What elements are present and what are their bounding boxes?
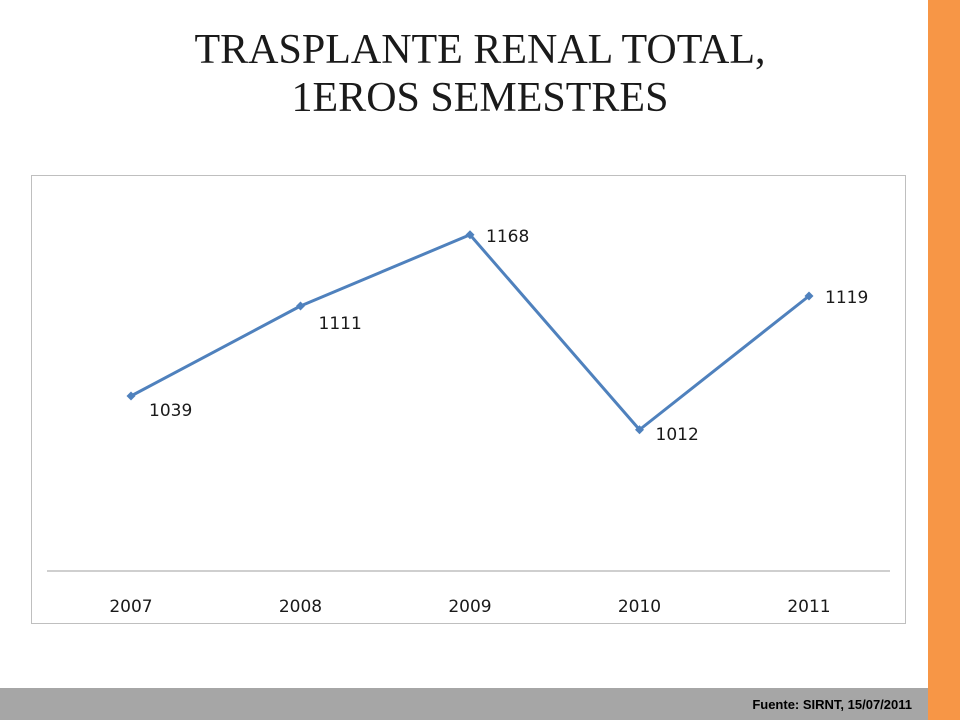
data-point-marker (465, 230, 475, 240)
data-label: 1012 (656, 425, 699, 445)
data-point-marker (296, 301, 305, 311)
data-point-marker (635, 425, 644, 435)
x-tick-label: 2009 (448, 597, 491, 617)
source-note: Fuente: SIRNT, 15/07/2011 (752, 697, 912, 712)
line-chart: 1039 2007 1111 2008 1168 2009 1012 2010 1119 2011 (47, 227, 890, 617)
x-tick-label: 2008 (279, 597, 322, 617)
data-label: 1168 (486, 227, 529, 247)
x-tick-label: 2007 (109, 597, 152, 617)
footer-bar: Fuente: SIRNT, 15/07/2011 (0, 688, 928, 720)
slide-title: TRASPLANTE RENAL TOTAL, 1EROS SEMESTRES (0, 26, 960, 122)
chart-area: 1039 2007 1111 2008 1168 2009 1012 2010 1119 2011 (31, 175, 906, 624)
data-label: 1119 (825, 288, 868, 308)
data-label: 1039 (149, 401, 192, 421)
data-label: 1111 (319, 314, 362, 334)
series-line (130, 233, 810, 432)
title-line-1: TRASPLANTE RENAL TOTAL, (194, 27, 766, 73)
data-point-marker (804, 291, 814, 301)
title-line-2: 1EROS SEMESTRES (291, 75, 669, 121)
data-point-marker (126, 391, 136, 401)
accent-side-bar (928, 0, 960, 720)
x-tick-label: 2011 (787, 597, 830, 617)
x-tick-label: 2010 (618, 597, 661, 617)
